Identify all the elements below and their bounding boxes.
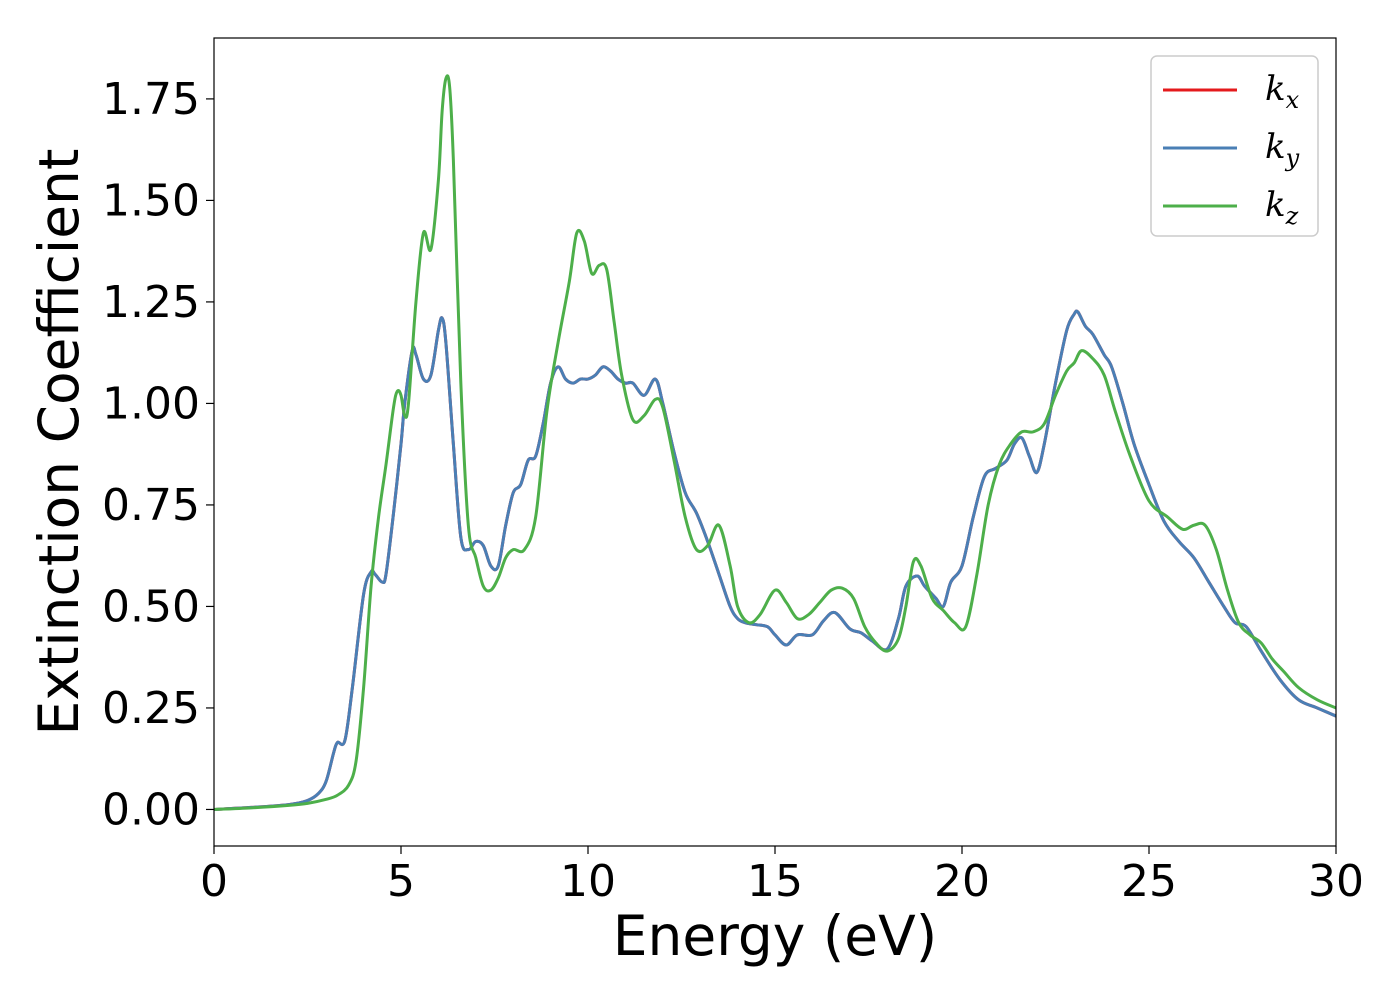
x-tick-label: 10 [560,856,616,907]
legend-label-y: ky [1265,127,1300,172]
y-tick-label: 0.75 [102,480,200,531]
y-tick-label: 1.50 [102,175,200,226]
x-tick-label: 20 [934,856,990,907]
series-line-k-y [214,309,1336,811]
legend: kx ky kz [1150,55,1319,237]
x-tick-label: 25 [1121,856,1177,907]
x-tick-label: 5 [387,856,415,907]
curves [214,74,1336,811]
legend-label-z: kz [1265,185,1299,230]
x-axis-title: Energy (eV) [613,904,937,968]
series-line-k-x [214,309,1336,811]
x-tick-label: 30 [1308,856,1364,907]
x-tick-label: 15 [747,856,803,907]
y-axis-title: Extinction Coefficient [27,149,91,736]
y-tick-label: 0.50 [102,581,200,632]
series-line-k-z [214,74,1336,811]
legend-label-x: kx [1265,69,1300,114]
x-tick-label: 0 [200,856,228,907]
y-tick-label: 1.25 [102,277,200,328]
y-tick-label: 1.75 [102,74,200,125]
y-tick-label: 1.00 [102,378,200,429]
y-tick-label: 0.25 [102,683,200,734]
ticks: 0 5 10 15 20 25 30 0.00 0.25 0.50 0.75 1.00 1.25 1.50… [102,74,1364,907]
legend-box [1150,55,1319,237]
y-tick-label: 0.00 [102,784,200,835]
